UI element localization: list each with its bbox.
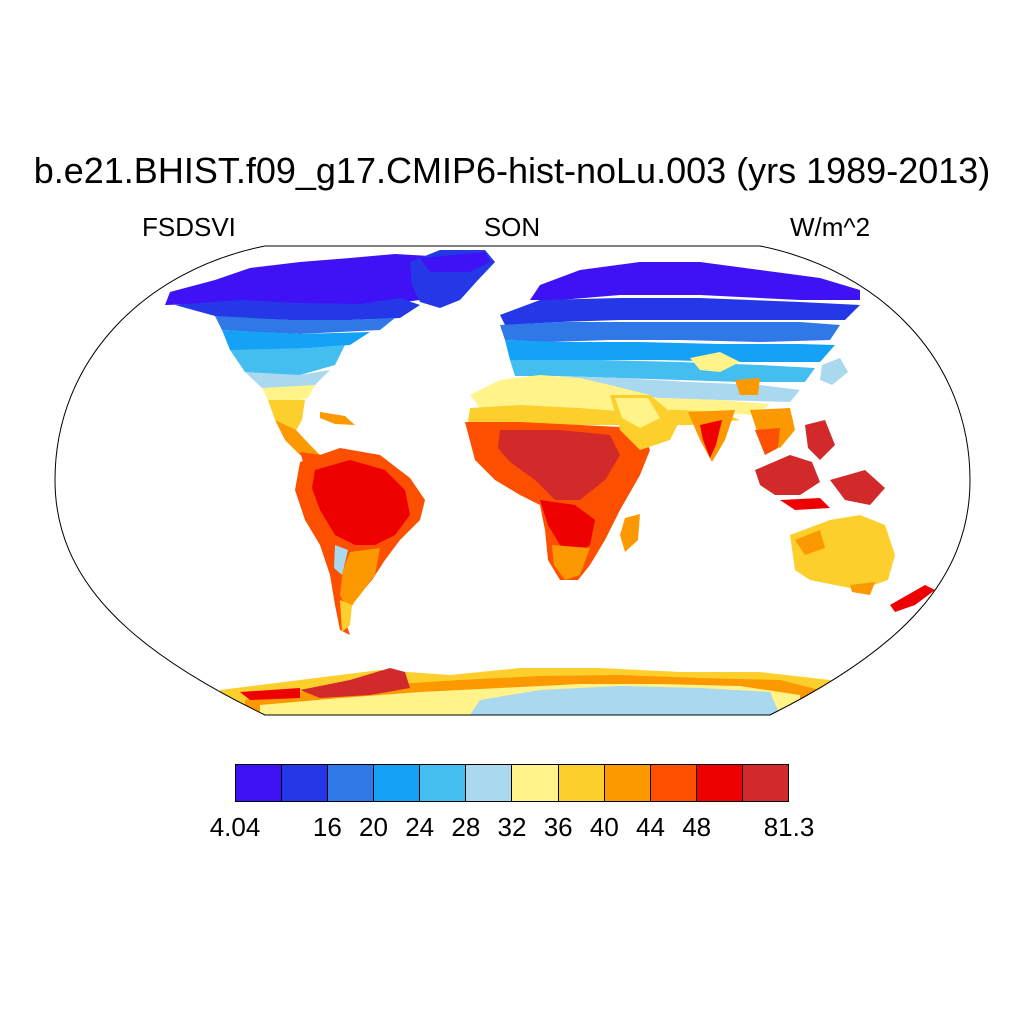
colorbar-swatch <box>328 765 375 801</box>
colorbar-swatch <box>374 765 421 801</box>
units-label: W/m^2 <box>790 212 871 242</box>
map-title: b.e21.BHIST.f09_g17.CMIP6-hist-noLu.003 … <box>33 150 991 191</box>
colorbar-tick-label: 20 <box>359 812 388 842</box>
colorbar-swatch <box>604 765 651 801</box>
colorbar-tick-label: 32 <box>497 812 527 842</box>
colorbar-swatch <box>650 765 697 801</box>
australia-landmass <box>790 515 895 595</box>
colorbar <box>235 764 789 802</box>
colorbar-swatch <box>466 765 513 801</box>
colorbar-swatch <box>512 765 559 801</box>
africa-landmass <box>465 375 670 580</box>
colorbar-tick-label: 40 <box>589 812 619 842</box>
colorbar-tick-label: 81.3 <box>763 812 815 842</box>
north-america-landmass <box>165 254 440 470</box>
globe-outline <box>54 245 971 716</box>
colorbar-tick-label: 24 <box>405 812 435 842</box>
colorbar-swatch <box>236 765 283 801</box>
caribbean-islands <box>320 412 355 425</box>
season-label: SON <box>483 212 541 242</box>
colorbar-swatch <box>420 765 467 801</box>
colorbar-swatch <box>742 765 788 801</box>
colorbar-tick-label: 44 <box>636 812 665 842</box>
colorbar-tick-label: 28 <box>451 812 481 842</box>
new-zealand-landmass <box>890 585 935 612</box>
colorbar-tick-label: 16 <box>312 812 342 842</box>
antarctica-landmass <box>220 668 860 715</box>
colorbar-tick-label: 48 <box>682 812 712 842</box>
colorbar-swatch <box>282 765 329 801</box>
colorbar-tick-label: 36 <box>543 812 573 842</box>
eurasia-landmass <box>500 262 860 462</box>
variable-label: FSDSVI <box>142 212 236 242</box>
colorbar-swatch <box>558 765 605 801</box>
colorbar-swatch <box>696 765 743 801</box>
colorbar-labels: 4.04 16 20 24 28 32 36 40 44 48 81.3 <box>0 812 1024 844</box>
maritime-southeast-asia <box>755 420 885 510</box>
colorbar-tick-label: 4.04 <box>209 812 261 842</box>
japan-landmass <box>820 358 848 385</box>
south-america-landmass <box>295 448 425 635</box>
